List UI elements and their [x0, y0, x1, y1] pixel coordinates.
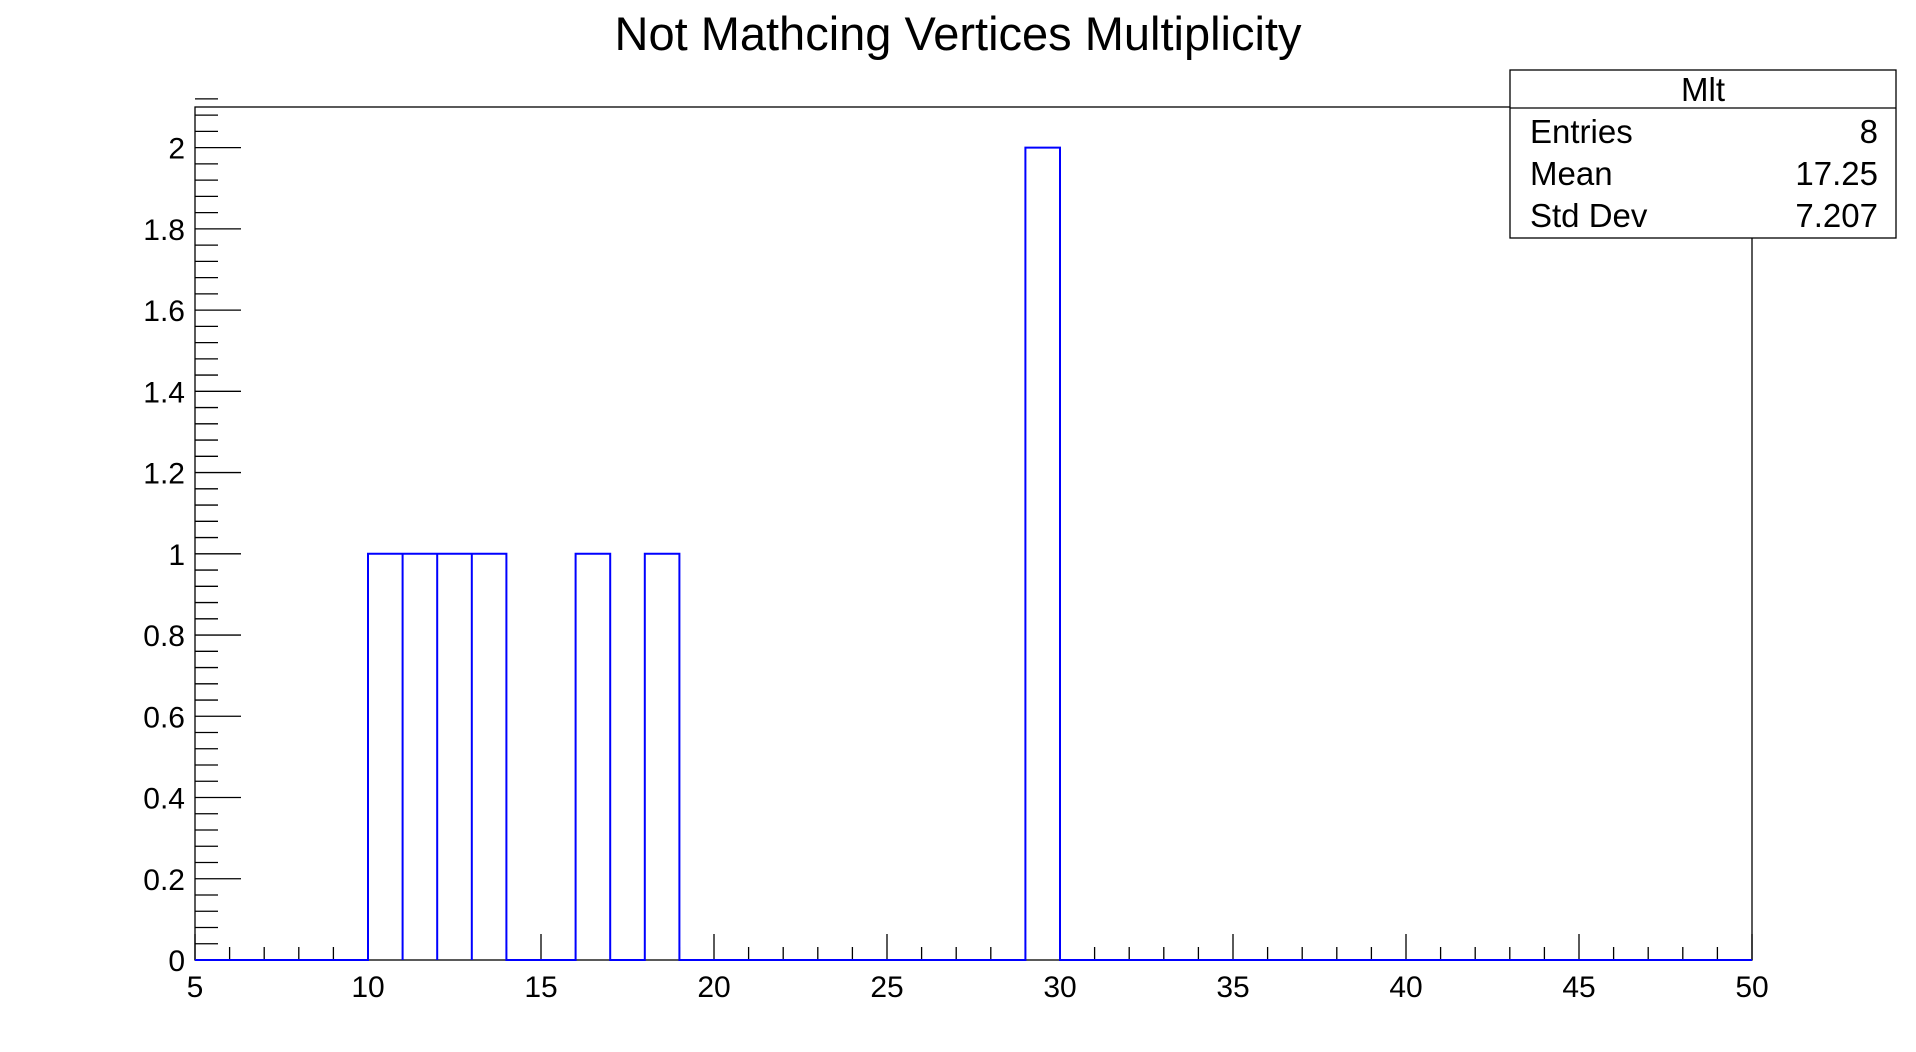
stats-row-value: 7.207 [1795, 197, 1878, 234]
x-tick-label: 10 [351, 971, 384, 1004]
y-tick-label: 0.2 [143, 864, 185, 897]
x-tick-label: 50 [1735, 971, 1768, 1004]
histogram-bin [576, 554, 611, 960]
histogram-bin [403, 554, 438, 960]
stats-box-name: Mlt [1681, 71, 1725, 108]
histogram-bin [437, 554, 472, 960]
stats-box-frame [1509, 69, 1897, 239]
x-tick-label: 45 [1562, 971, 1595, 1004]
x-tick-label: 40 [1389, 971, 1422, 1004]
stats-row-label: Std Dev [1530, 197, 1648, 234]
stats-row-label: Mean [1530, 155, 1613, 192]
y-tick-label: 1.4 [143, 376, 185, 409]
histogram-bin [472, 554, 507, 960]
y-tick-label: 0.6 [143, 701, 185, 734]
y-tick-label: 0.8 [143, 620, 185, 653]
y-tick-label: 1.2 [143, 458, 185, 491]
x-tick-label: 25 [870, 971, 903, 1004]
histogram-bin [645, 554, 680, 960]
histogram-outline [195, 146, 1752, 961]
histogram-bars [195, 146, 1752, 961]
y-tick-label: 0.4 [143, 783, 185, 816]
stats-row-value: 17.25 [1795, 155, 1878, 192]
y-tick-label: 1.6 [143, 295, 185, 328]
stats-row-label: Entries [1530, 113, 1633, 150]
stats-box: Mlt Entries 8 Mean 17.25 Std Dev 7.207 [1509, 69, 1897, 239]
x-tick-label: 35 [1216, 971, 1249, 1004]
histogram-bin [368, 554, 403, 960]
plot-axes: 5 10 15 20 25 30 35 40 45 50 0 0.2 0.4 0.6 0.8 1 1.2 1.4 1… [143, 98, 1769, 1004]
x-tick-label: 30 [1043, 971, 1076, 1004]
x-tick-label: 15 [524, 971, 557, 1004]
x-tick-label: 5 [187, 971, 204, 1004]
chart-title: Not Mathcing Vertices Multiplicity [615, 7, 1302, 60]
stats-row-value: 8 [1860, 113, 1878, 150]
y-tick-label: 0 [168, 945, 185, 978]
y-tick-label: 1.8 [143, 214, 185, 247]
x-tick-label: 20 [697, 971, 730, 1004]
histogram-bin [1025, 148, 1060, 960]
y-tick-label: 2 [168, 133, 185, 166]
y-tick-label: 1 [168, 539, 185, 572]
